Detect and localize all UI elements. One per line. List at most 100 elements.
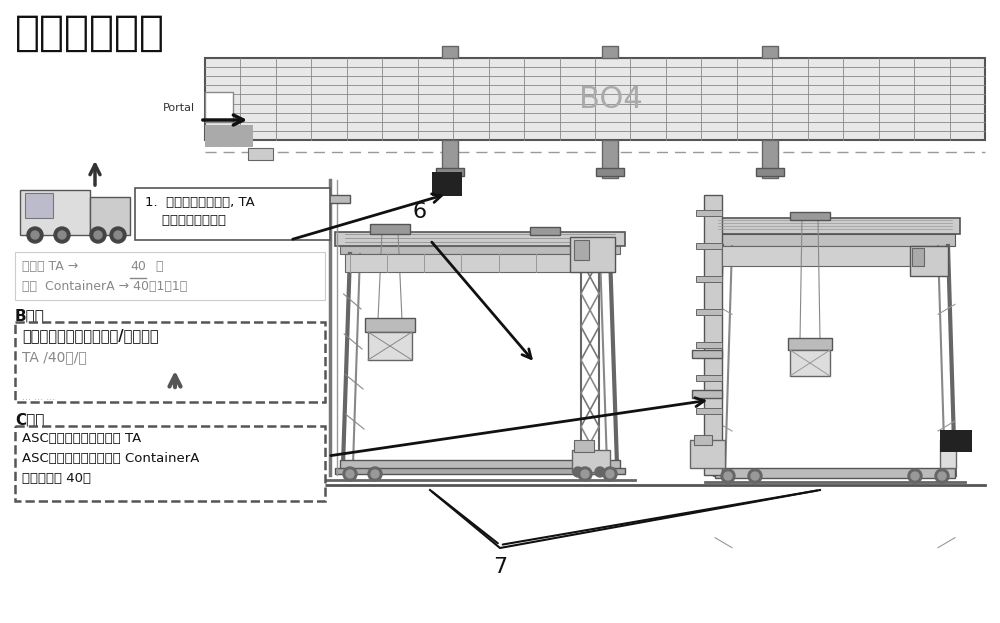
Bar — [788, 338, 832, 350]
Text: Portal: Portal — [163, 103, 195, 113]
Circle shape — [54, 227, 70, 243]
Bar — [205, 92, 233, 122]
Text: 集卡： TA →: 集卡： TA → — [22, 260, 82, 273]
Bar — [574, 240, 589, 260]
Text: ASC当前作业集卡车号： TA: ASC当前作业集卡车号： TA — [22, 432, 141, 445]
Bar — [340, 460, 620, 470]
Text: 40: 40 — [130, 260, 146, 273]
Bar — [432, 172, 462, 196]
Text: 筱：  ContainerA → 40贝1列1层: 筱： ContainerA → 40贝1列1层 — [22, 280, 187, 293]
Text: ASC当前作业集装筱号： ContainerA: ASC当前作业集装筱号： ContainerA — [22, 452, 199, 465]
Bar — [570, 237, 615, 272]
Circle shape — [721, 469, 735, 483]
Text: 移动大车至 40贝: 移动大车至 40贝 — [22, 472, 91, 485]
Text: TA /40贝/中: TA /40贝/中 — [22, 350, 87, 364]
Bar — [25, 193, 53, 218]
Text: C屏：: C屏： — [15, 412, 44, 427]
Text: BO4: BO4 — [579, 85, 642, 113]
Bar — [762, 46, 778, 58]
FancyBboxPatch shape — [15, 426, 325, 501]
Text: 1.  集卡到达作业堆场, TA: 1. 集卡到达作业堆场, TA — [145, 196, 255, 209]
Bar — [692, 390, 722, 398]
Bar — [436, 168, 464, 176]
FancyBboxPatch shape — [15, 322, 325, 402]
Bar — [572, 450, 610, 472]
Circle shape — [110, 227, 126, 243]
Text: B: B — [442, 178, 452, 191]
Bar — [715, 468, 955, 478]
Circle shape — [595, 467, 605, 477]
Circle shape — [90, 227, 106, 243]
Text: B屏：: B屏： — [15, 308, 45, 323]
Circle shape — [573, 467, 583, 477]
Text: 6: 6 — [413, 202, 427, 222]
Bar — [368, 332, 412, 360]
Bar — [710, 218, 960, 234]
Bar — [90, 197, 130, 235]
Bar — [696, 441, 722, 447]
Bar — [602, 140, 618, 178]
Bar — [248, 148, 273, 160]
Circle shape — [346, 470, 354, 478]
Text: C: C — [951, 434, 961, 447]
Text: ... ... ...: ... ... ... — [22, 392, 55, 402]
Bar — [20, 190, 90, 235]
Circle shape — [603, 467, 617, 481]
Bar — [940, 440, 956, 468]
Bar — [345, 254, 615, 272]
Bar — [442, 46, 458, 58]
Bar — [335, 468, 625, 474]
Text: 7: 7 — [493, 557, 507, 577]
Bar — [694, 435, 712, 445]
Bar — [596, 168, 624, 176]
Bar — [205, 58, 985, 140]
Circle shape — [908, 469, 922, 483]
Bar — [696, 210, 722, 216]
Bar — [692, 350, 722, 358]
Bar — [790, 350, 830, 376]
Bar — [530, 227, 560, 235]
Bar — [335, 232, 625, 246]
Circle shape — [31, 231, 39, 239]
Bar — [696, 309, 722, 315]
Text: A: A — [215, 100, 223, 113]
Bar — [722, 246, 948, 266]
Circle shape — [343, 467, 357, 481]
Text: 该堆场任务被激活: 该堆场任务被激活 — [145, 214, 226, 227]
Bar — [15, 252, 325, 300]
Bar — [315, 195, 350, 203]
Bar — [690, 440, 725, 468]
Circle shape — [371, 470, 379, 478]
Circle shape — [748, 469, 762, 483]
Bar — [696, 276, 722, 282]
Bar — [696, 375, 722, 381]
Bar — [940, 430, 972, 452]
Bar — [340, 246, 620, 254]
Bar — [762, 140, 778, 178]
Circle shape — [94, 231, 102, 239]
Bar — [370, 224, 410, 234]
Bar — [696, 342, 722, 348]
Bar — [704, 195, 722, 475]
Bar — [696, 408, 722, 414]
Bar — [135, 188, 330, 240]
Text: 业务作业流程: 业务作业流程 — [15, 12, 165, 54]
Circle shape — [724, 472, 732, 480]
Circle shape — [938, 472, 946, 480]
Circle shape — [578, 467, 592, 481]
Bar — [442, 140, 458, 178]
Circle shape — [751, 472, 759, 480]
Bar — [205, 125, 253, 147]
Text: TA: TA — [220, 130, 238, 143]
Circle shape — [606, 470, 614, 478]
Bar — [715, 234, 955, 246]
Text: 当前堆场待作业集卡序列/作业位置: 当前堆场待作业集卡序列/作业位置 — [22, 328, 159, 343]
Bar — [912, 248, 924, 266]
Bar — [602, 46, 618, 58]
Circle shape — [114, 231, 122, 239]
Circle shape — [935, 469, 949, 483]
Circle shape — [911, 472, 919, 480]
Bar — [574, 440, 594, 452]
Bar — [696, 243, 722, 249]
Circle shape — [58, 231, 66, 239]
